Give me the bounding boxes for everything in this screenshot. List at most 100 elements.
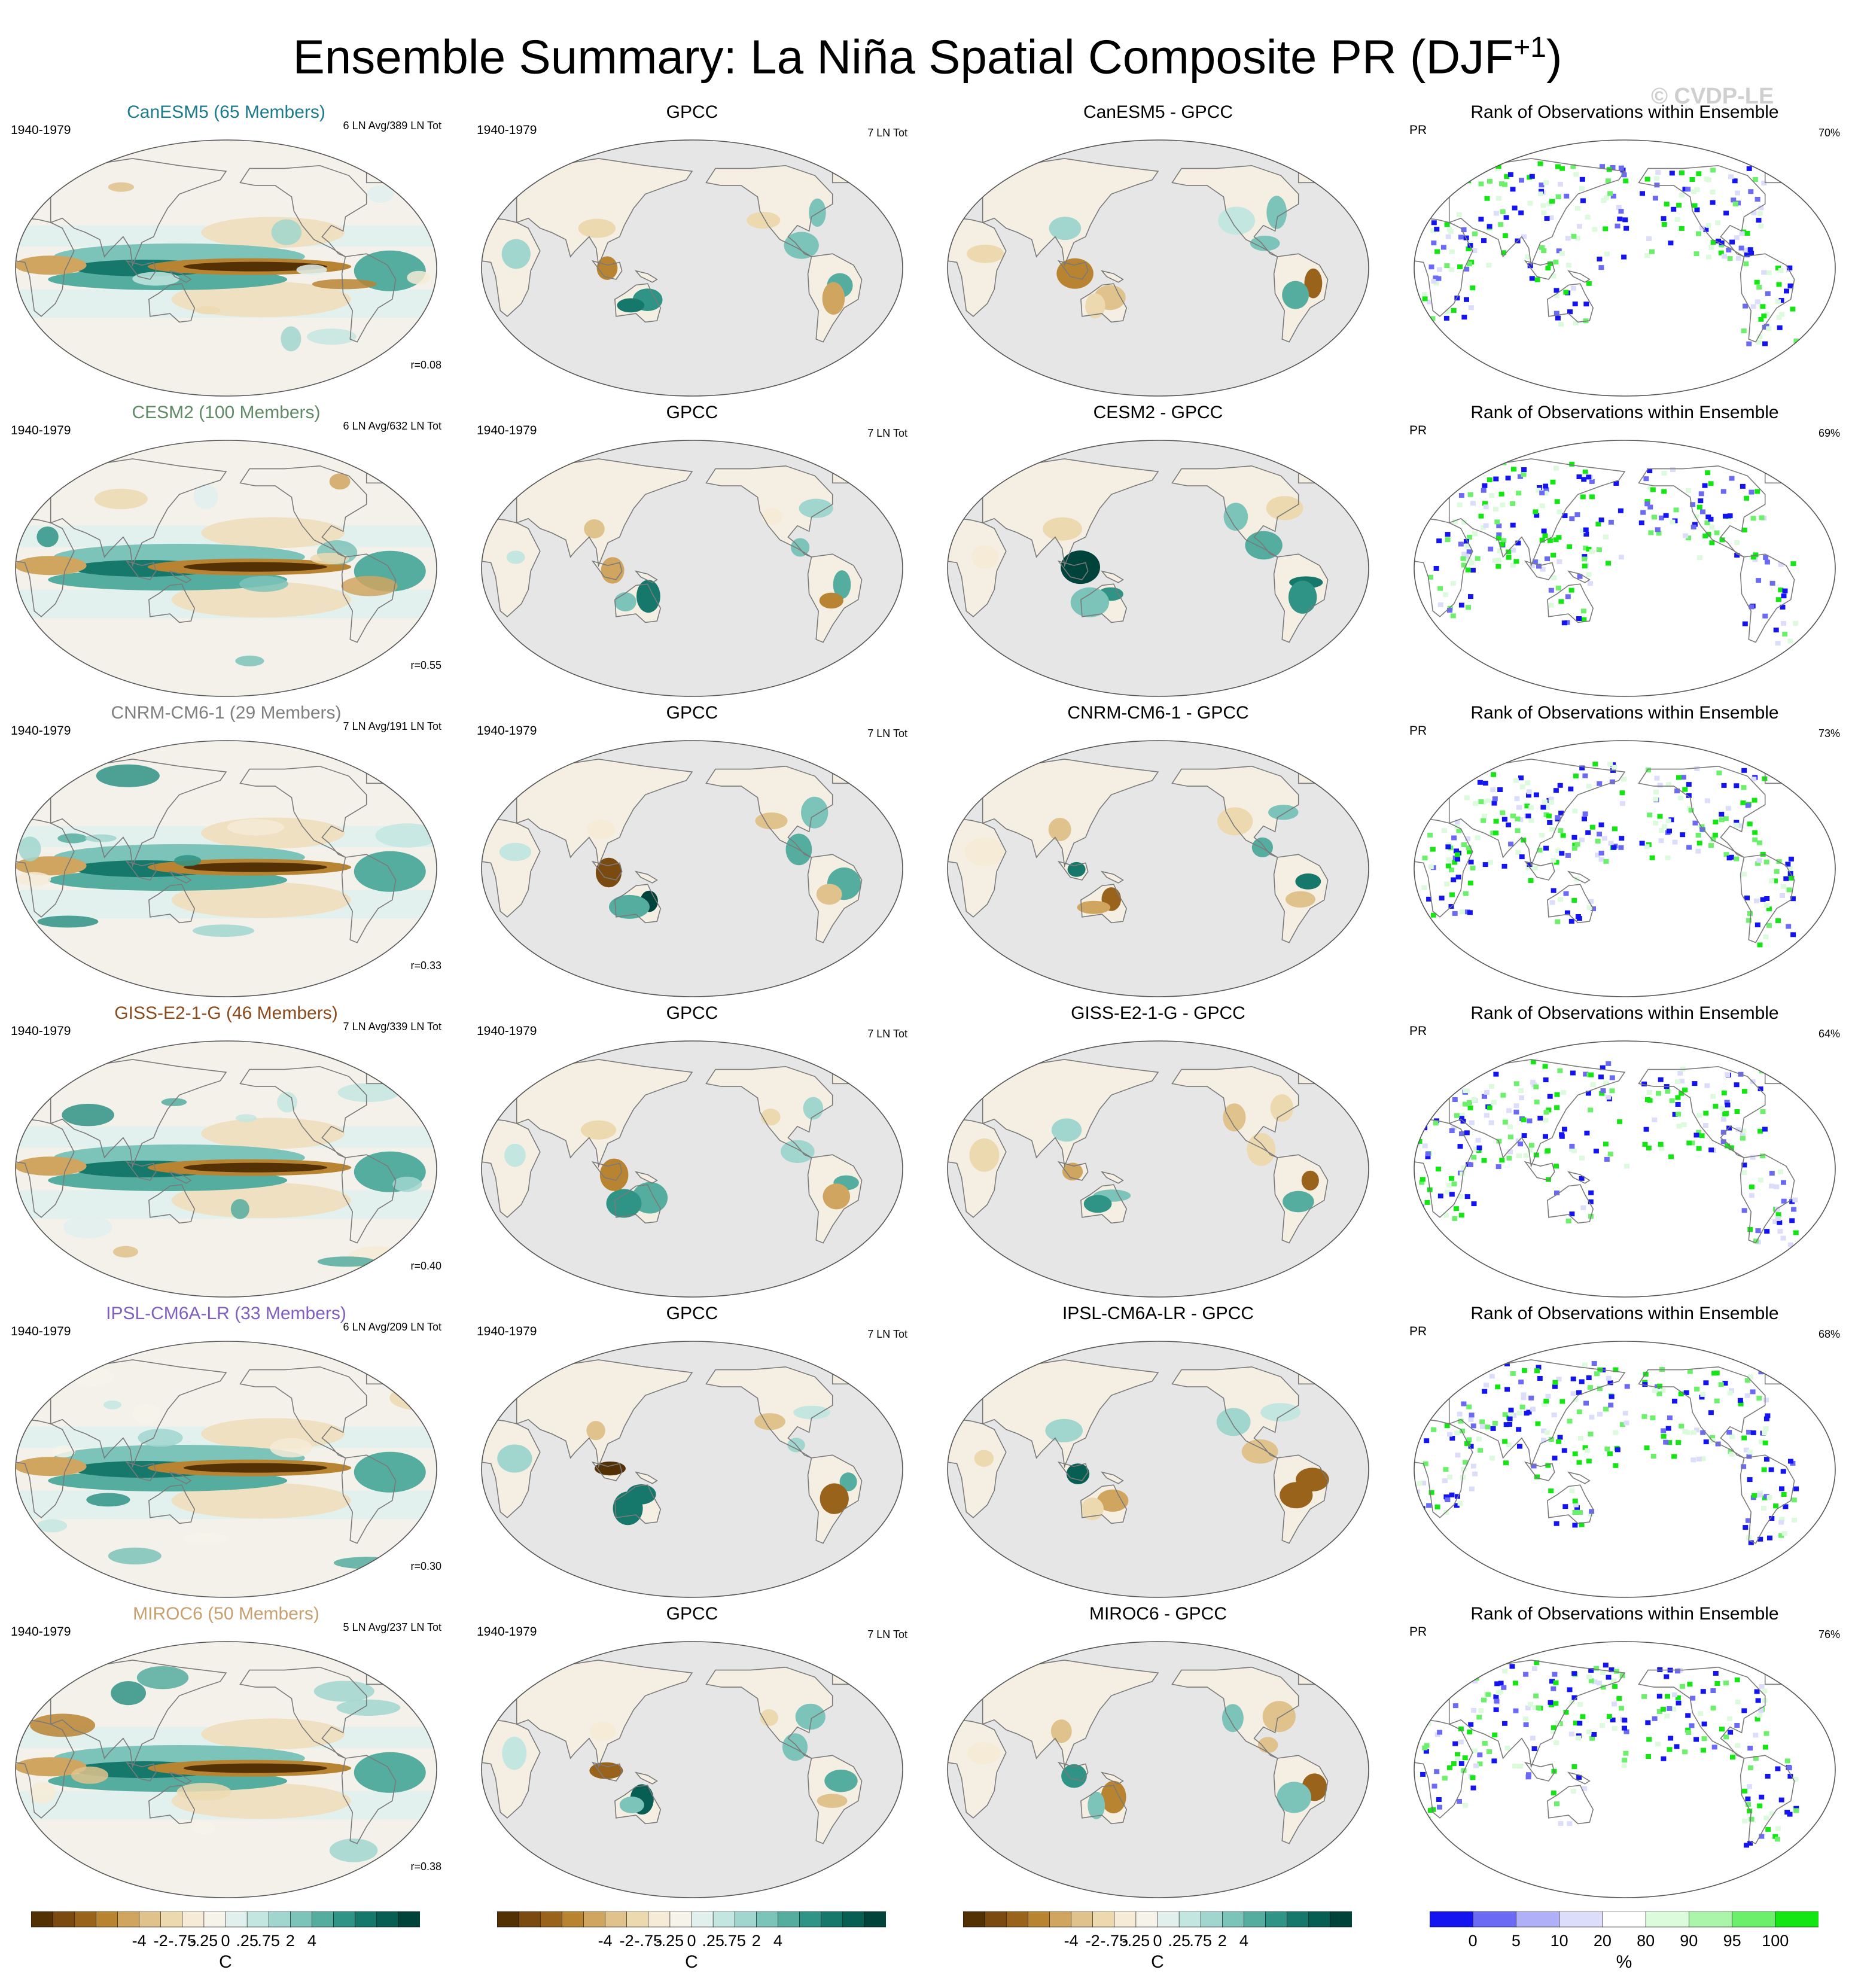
colorbar-tick-label: 10 [1550,1932,1568,1950]
map-row5-col2 [481,1341,903,1598]
colorbar-swatch [1287,1911,1309,1928]
map-row3-col1 [15,740,437,997]
panel-title: GISS-E2-1-G (46 Members) [114,1003,338,1023]
colorbar-tick-label: 0 [1153,1932,1162,1950]
colorbar-tick-label: -4 [598,1932,613,1950]
colorbar-tick-label: -2 [153,1932,168,1950]
colorbar-tick-label: .25 [1168,1932,1190,1950]
la-nina-count: 7 LN Tot [867,127,907,139]
colorbar-swatch [1222,1911,1245,1928]
la-nina-count: 7 LN Tot [867,1328,907,1340]
colorbar-swatch [712,1911,736,1928]
panel-row6-col3: MIROC6 - GPCC [943,1602,1373,1898]
colorbar-diff-swatches [962,1911,1353,1928]
panel-row4-col3: GISS-E2-1-G - GPCC [943,1001,1373,1298]
panel-title: IPSL-CM6A-LR - GPCC [1062,1304,1254,1323]
colorbar-swatch [799,1911,822,1928]
colorbar-swatch [1689,1911,1733,1928]
colorbar-tick-label: .25 [236,1932,258,1950]
colorbar-swatch [497,1911,519,1928]
colorbar-swatch [31,1911,53,1928]
colorbar-swatch [182,1911,205,1928]
variable-label: PR [1409,1024,1427,1038]
colorbar-swatch [1071,1911,1093,1928]
colorbar-swatch [1645,1911,1690,1928]
rank-percentage: 76% [1818,1628,1840,1640]
panel-row5-col2: GPCC 1940-1979 7 LN Tot [477,1302,907,1598]
colorbar-tick-label: -4 [132,1932,147,1950]
variable-label: PR [1409,1625,1427,1639]
colorbar-tick-label: -.25 [1122,1932,1150,1950]
colorbar-model-swatches [31,1911,421,1928]
map-row5-col4 [1414,1341,1836,1598]
panel-title: GPCC [666,1003,718,1023]
panel-row2-col1: CESM2 (100 Members) 1940-1979 6 LN Avg/632… [11,401,441,697]
panel-title: Rank of Observations within Ensemble [1470,403,1779,422]
colorbar-tick-label: -.25 [190,1932,218,1950]
colorbar-tick-label: 90 [1680,1932,1698,1950]
panel-row3-col1: CNRM-CM6-1 (29 Members) 1940-1979 7 LN Avg… [11,701,441,997]
colorbar-swatch [518,1911,541,1928]
colorbar-swatch [290,1911,313,1928]
colorbar-diff-unit: C [1151,1952,1164,1972]
panel-title: MIROC6 (50 Members) [133,1604,319,1624]
colorbar-swatch [225,1911,248,1928]
colorbar-rank-ticks: 0 5 10 20 80 90 95 100 [1430,1932,1819,1956]
colorbar-rank-swatches [1429,1911,1819,1928]
rank-percentage: 68% [1818,1328,1840,1340]
colorbar-tick-label: -.25 [656,1932,684,1950]
map-row1-col1 [15,139,437,397]
rank-percentage: 69% [1818,427,1840,439]
colorbar-swatch [246,1911,270,1928]
panel-title: Rank of Observations within Ensemble [1470,703,1779,723]
colorbar-swatch [1559,1911,1603,1928]
colorbar-rank-unit: % [1616,1952,1632,1972]
panel-title: CESM2 - GPCC [1093,403,1223,422]
colorbar-tick-label: 4 [773,1932,782,1950]
colorbar-swatch [1092,1911,1115,1928]
panel-row3-col2: GPCC 1940-1979 7 LN Tot [477,701,907,997]
colorbar-swatch [1244,1911,1266,1928]
colorbar-swatch [1157,1911,1180,1928]
period-label: 1940-1979 [11,724,71,738]
period-label: 1940-1979 [11,1024,71,1038]
colorbar-tick-label: 2 [285,1932,295,1950]
colorbar-rank: 0 5 10 20 80 90 95 100% [1429,1911,1819,1983]
panel-title: Rank of Observations within Ensemble [1470,102,1779,122]
colorbar-tick-label: -.75 [634,1932,663,1950]
panel-row2-col2: GPCC 1940-1979 7 LN Tot [477,401,907,697]
rank-percentage: 73% [1818,727,1840,739]
map-row2-col1 [15,440,437,697]
panel-row1-col2: GPCC 1940-1979 7 LN Tot [477,101,907,397]
map-row4-col4 [1414,1040,1836,1298]
colorbar-tick-label: -2 [1085,1932,1100,1950]
panel-title: CNRM-CM6-1 (29 Members) [111,703,342,723]
colorbar-tick-label: 100 [1762,1932,1789,1950]
period-label: 1940-1979 [11,1325,71,1338]
pattern-correlation: r=0.40 [410,1260,441,1272]
colorbar-tick-label: -4 [1064,1932,1079,1950]
panel-title: IPSL-CM6A-LR (33 Members) [106,1304,346,1323]
panel-title: CNRM-CM6-1 - GPCC [1067,703,1249,723]
colorbar-swatch [139,1911,162,1928]
colorbar-swatch [778,1911,800,1928]
panel-title: GPCC [666,1604,718,1624]
variable-label: PR [1409,424,1427,437]
figure-title-text: Ensemble Summary: La Niña Spatial Compos… [293,30,1514,84]
la-nina-count: 7 LN Avg/339 LN Tot [343,1021,441,1033]
colorbar-swatch [1429,1911,1474,1928]
colorbar-tick-label: 0 [221,1932,230,1950]
colorbar-tick-label: 0 [1468,1932,1478,1950]
map-row2-col3 [947,440,1369,697]
colorbar-swatch [1178,1911,1202,1928]
colorbar-swatch [626,1911,649,1928]
colorbar-swatch [864,1911,887,1928]
map-row4-col3 [947,1040,1369,1298]
panel-row1-col3: CanESM5 - GPCC [943,101,1373,397]
la-nina-count: 6 LN Avg/209 LN Tot [343,1321,441,1333]
map-row5-col3 [947,1341,1369,1598]
colorbar-tick-label: 2 [751,1932,761,1950]
colorbar-obs-swatches [497,1911,887,1928]
colorbar-tick-label: .75 [1189,1932,1212,1950]
colorbar-swatch [96,1911,118,1928]
